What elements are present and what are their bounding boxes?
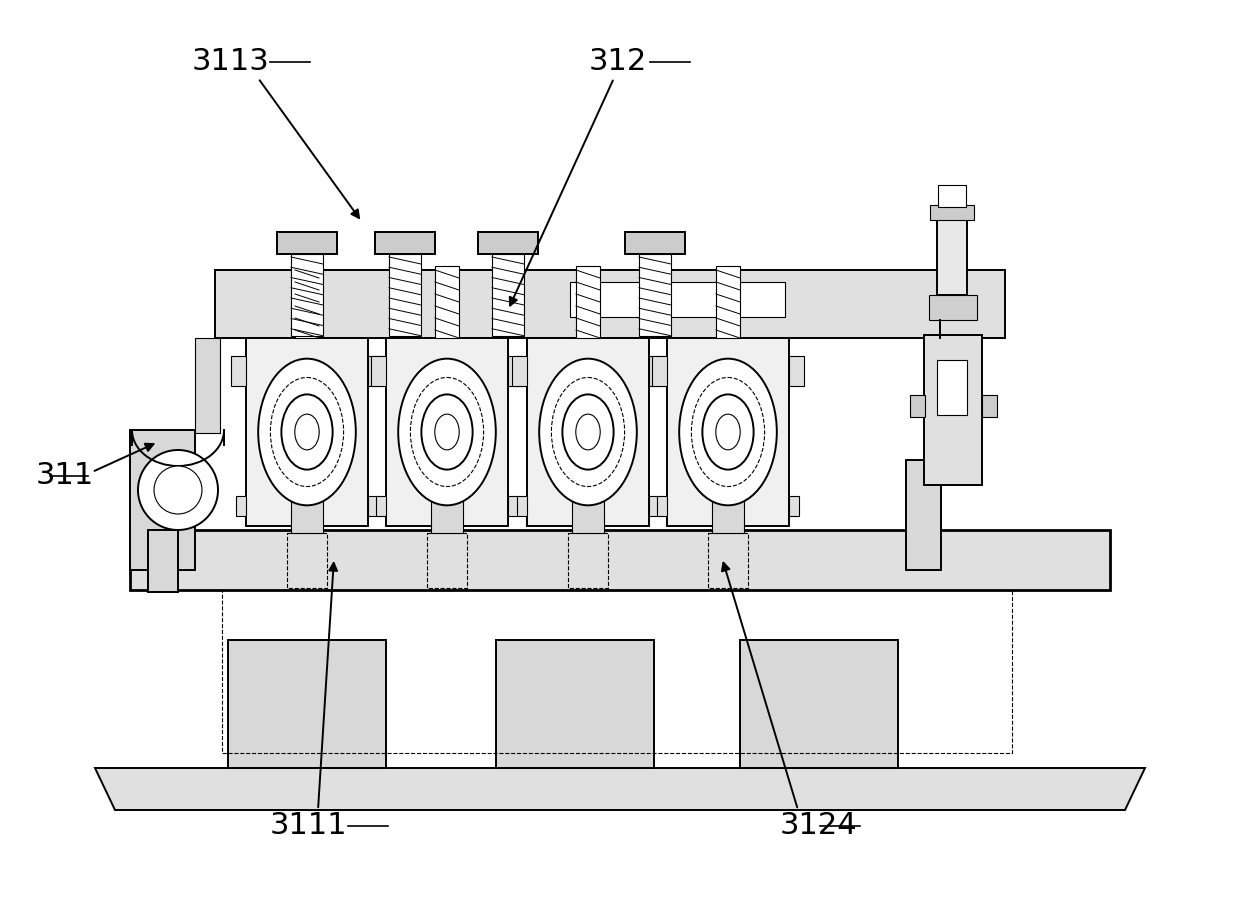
Bar <box>222 568 1012 753</box>
Circle shape <box>138 450 218 530</box>
Bar <box>368 496 378 516</box>
Bar <box>195 338 219 433</box>
Bar <box>236 496 246 516</box>
Bar <box>937 220 967 295</box>
Bar <box>789 496 799 516</box>
Bar <box>930 205 973 220</box>
Ellipse shape <box>281 395 332 470</box>
Bar <box>435 266 459 338</box>
Ellipse shape <box>435 414 459 450</box>
Ellipse shape <box>295 414 319 450</box>
Bar <box>291 500 322 533</box>
Bar <box>740 640 898 768</box>
Bar <box>568 533 608 588</box>
Bar <box>231 356 246 386</box>
Bar <box>477 232 538 254</box>
Bar <box>906 460 941 570</box>
Bar <box>389 254 422 336</box>
Ellipse shape <box>680 359 776 506</box>
Ellipse shape <box>270 377 343 486</box>
Bar <box>376 496 386 516</box>
Bar <box>291 254 322 336</box>
Bar <box>386 338 508 526</box>
Text: 3111: 3111 <box>269 812 347 841</box>
Bar <box>368 356 383 386</box>
Bar <box>374 232 435 254</box>
Bar <box>215 270 1004 338</box>
Ellipse shape <box>398 359 496 506</box>
Bar <box>246 338 368 526</box>
Text: 312: 312 <box>589 48 647 77</box>
Text: 311: 311 <box>36 462 94 490</box>
Bar <box>508 356 523 386</box>
Bar <box>708 533 748 588</box>
Bar <box>517 496 527 516</box>
Bar <box>937 185 966 207</box>
Bar <box>277 232 337 254</box>
Ellipse shape <box>575 414 600 450</box>
Bar <box>982 395 997 417</box>
Ellipse shape <box>715 414 740 450</box>
Bar <box>924 335 982 485</box>
Bar <box>625 232 684 254</box>
Bar <box>512 356 527 386</box>
Bar <box>286 533 327 588</box>
Bar <box>570 282 785 317</box>
Text: 3113: 3113 <box>191 48 269 77</box>
Bar <box>527 338 649 526</box>
Bar <box>492 254 525 336</box>
Ellipse shape <box>410 377 484 486</box>
Ellipse shape <box>539 359 637 506</box>
Bar <box>667 338 789 526</box>
Bar <box>130 530 1110 590</box>
Polygon shape <box>95 768 1145 810</box>
Circle shape <box>154 466 202 514</box>
Bar <box>295 266 319 338</box>
Bar <box>937 360 967 415</box>
Bar <box>715 266 740 338</box>
Bar <box>929 295 977 320</box>
Ellipse shape <box>702 395 754 470</box>
Bar <box>496 640 653 768</box>
Bar <box>572 500 604 533</box>
Bar <box>427 533 467 588</box>
Bar <box>508 496 518 516</box>
Ellipse shape <box>563 395 614 470</box>
Ellipse shape <box>422 395 472 470</box>
Bar <box>657 496 667 516</box>
Ellipse shape <box>258 359 356 506</box>
Bar <box>371 356 386 386</box>
Text: 3124: 3124 <box>779 812 857 841</box>
Bar <box>649 496 658 516</box>
Bar <box>652 356 667 386</box>
Bar <box>130 430 195 570</box>
Bar <box>228 640 386 768</box>
Bar <box>639 254 671 336</box>
Bar <box>577 266 600 338</box>
Bar <box>148 530 179 592</box>
Bar <box>432 500 463 533</box>
Bar <box>712 500 744 533</box>
Bar <box>789 356 804 386</box>
Bar <box>649 356 663 386</box>
Bar <box>910 395 925 417</box>
Ellipse shape <box>692 377 765 486</box>
Ellipse shape <box>552 377 625 486</box>
